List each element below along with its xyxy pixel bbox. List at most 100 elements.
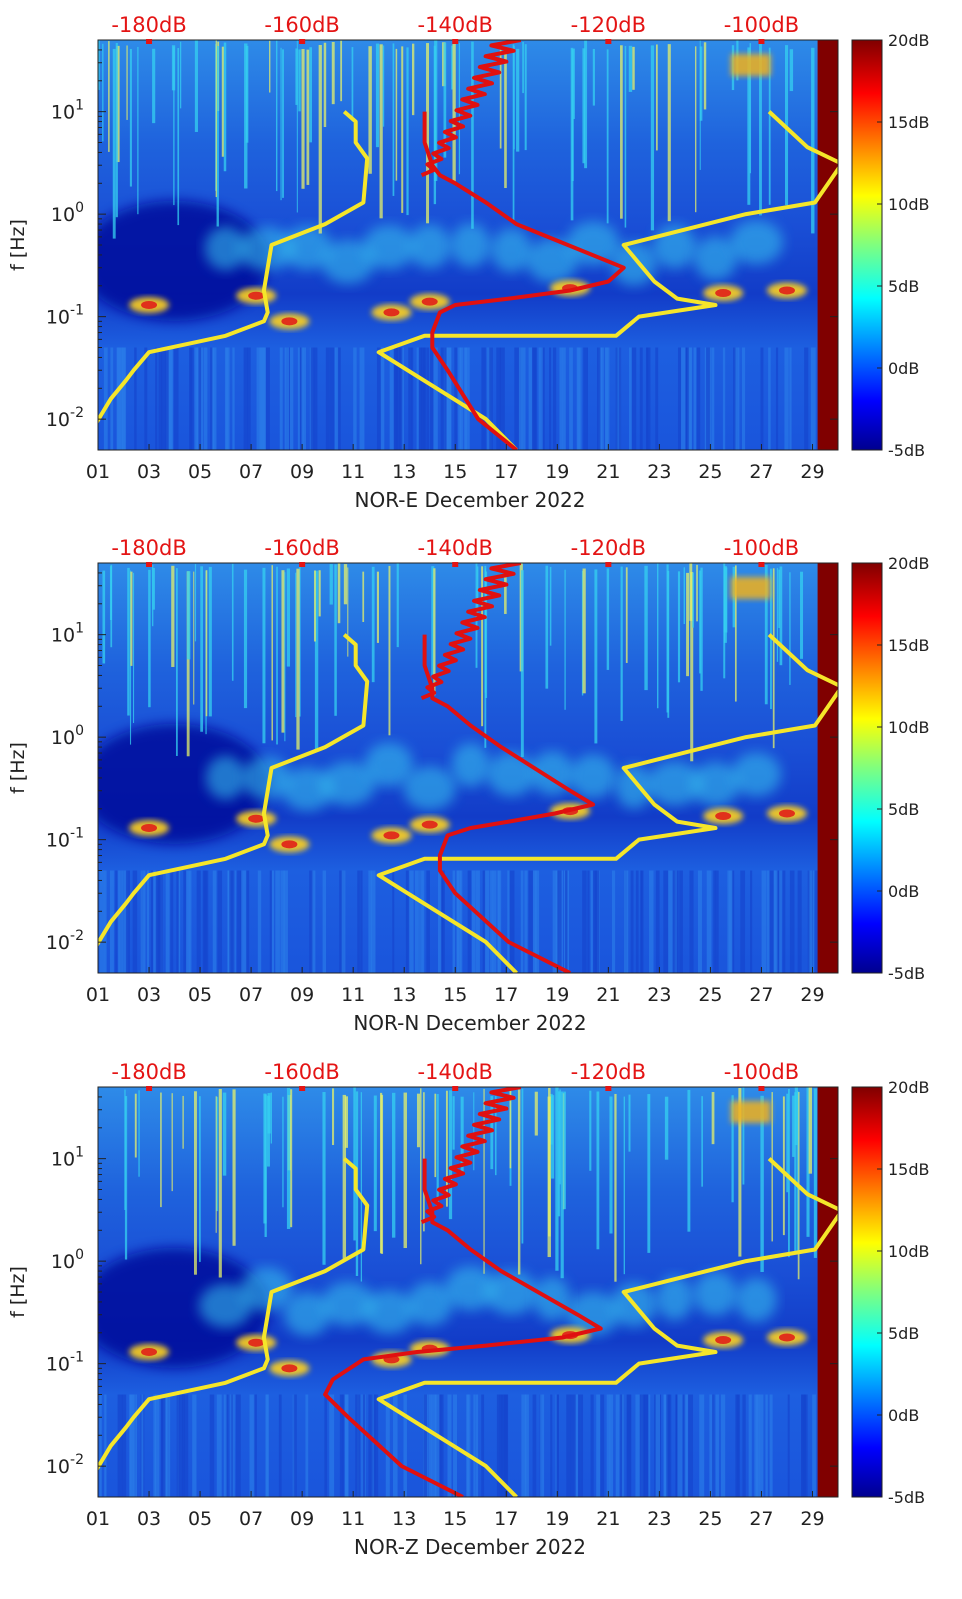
event-streak — [130, 571, 133, 666]
event-streak — [129, 48, 132, 187]
lowfreq-stripe — [310, 347, 315, 450]
lowfreq-stripe — [231, 870, 235, 973]
top-db-label: -180dB — [111, 13, 186, 37]
lowfreq-stripe — [635, 1394, 641, 1497]
lowfreq-stripe — [769, 870, 774, 973]
lowfreq-stripe — [499, 347, 505, 450]
lowfreq-stripe — [715, 870, 719, 973]
event-streak — [624, 45, 627, 228]
x-tick-label: 01 — [86, 461, 110, 483]
lowfreq-stripe — [237, 870, 241, 973]
lowfreq-stripe — [362, 1394, 366, 1497]
event-streak — [787, 1088, 790, 1258]
event-streak — [666, 564, 669, 713]
event-streak — [431, 566, 435, 676]
lowfreq-stripe — [532, 1394, 537, 1497]
x-axis-label: NOR-E December 2022 — [355, 488, 586, 512]
lowfreq-stripe — [99, 870, 105, 973]
lowfreq-stripe — [596, 347, 601, 450]
event-streak — [281, 570, 285, 733]
lowfreq-stripe — [481, 1394, 485, 1497]
event-streak — [811, 47, 815, 234]
top-db-tick — [758, 1086, 765, 1091]
event-streak — [193, 571, 195, 705]
lowfreq-stripe — [161, 347, 166, 450]
event-streak — [434, 40, 438, 181]
lowfreq-stripe — [631, 347, 637, 450]
lowfreq-stripe — [699, 1394, 705, 1497]
y-axis-label: f [Hz] — [7, 219, 29, 271]
lowfreq-stripe — [411, 347, 414, 450]
microseism-band — [444, 1266, 497, 1311]
lowfreq-stripe — [437, 870, 442, 973]
lowfreq-stripe — [765, 1394, 768, 1497]
lowfreq-stripe — [211, 347, 217, 450]
event-streak — [194, 40, 198, 132]
lowfreq-stripe — [496, 1394, 501, 1497]
microseism-band — [615, 764, 653, 809]
top-db-tick — [452, 562, 459, 567]
hf-anomaly — [730, 1101, 771, 1123]
lowfreq-stripe — [154, 1394, 160, 1497]
event-streak — [186, 571, 191, 660]
event-streak — [759, 42, 762, 216]
y-tick-label: 100 — [51, 1247, 84, 1273]
top-db-tick — [299, 562, 306, 567]
microseism-band — [363, 1289, 415, 1334]
lowfreq-stripe — [600, 347, 604, 450]
event-streak — [186, 571, 190, 757]
x-tick-label: 17 — [494, 1508, 518, 1530]
lowfreq-stripe — [497, 870, 502, 973]
lowfreq-stripe — [696, 347, 701, 450]
saturated-column — [817, 40, 838, 450]
heatmap-image — [98, 1087, 838, 1497]
lowfreq-stripe — [735, 347, 740, 450]
lowfreq-stripe — [324, 1394, 328, 1497]
event-streak — [124, 1089, 126, 1211]
lowfreq-stripe — [773, 870, 778, 973]
event-streak — [695, 46, 697, 213]
lowfreq-stripe — [440, 347, 444, 450]
event-streak — [231, 563, 234, 681]
lowfreq-stripe — [393, 1394, 398, 1497]
lowfreq-stripe — [194, 347, 199, 450]
lowfreq-stripe — [212, 870, 217, 973]
lowfreq-stripe — [639, 347, 643, 450]
lowfreq-stripe — [275, 870, 280, 973]
event-streak — [477, 566, 479, 618]
top-db-label: -160dB — [264, 13, 339, 37]
colorbar-label: 10dB — [888, 1242, 930, 1261]
x-tick-label: 17 — [494, 984, 518, 1006]
microseism-band — [570, 754, 617, 799]
x-tick-label: 05 — [188, 1508, 212, 1530]
event-streak — [102, 43, 104, 142]
event-streak — [182, 1095, 184, 1149]
lowfreq-stripe — [157, 870, 161, 973]
event-streak — [683, 567, 686, 625]
x-tick-label: 29 — [800, 1508, 824, 1530]
lowfreq-stripe — [499, 1394, 503, 1497]
top-db-tick — [605, 562, 612, 567]
event-streak — [779, 566, 783, 666]
lowfreq-stripe — [639, 1394, 645, 1497]
lowfreq-stripe — [396, 347, 402, 450]
lowfreq-stripe — [283, 870, 288, 973]
lowfreq-stripe — [604, 347, 609, 450]
lowfreq-stripe — [663, 870, 669, 973]
psd-curve-hf — [420, 1087, 522, 1225]
y-tick-label: 100 — [51, 723, 84, 749]
event-streak — [223, 42, 227, 172]
lowfreq-stripe — [697, 870, 702, 973]
x-tick-label: 29 — [800, 984, 824, 1006]
lowfreq-stripe — [655, 347, 659, 450]
lowfreq-stripe — [428, 1394, 432, 1497]
x-tick-label: 09 — [290, 1508, 314, 1530]
microseism-band — [240, 1267, 293, 1312]
lowfreq-stripe — [206, 870, 209, 973]
reference-curve — [376, 633, 838, 973]
lowfreq-stripe — [231, 1394, 235, 1497]
colorbar-label: 10dB — [888, 195, 930, 214]
lowfreq-stripe — [676, 870, 679, 973]
lowfreq-stripe — [122, 347, 127, 450]
x-tick-label: 27 — [749, 461, 773, 483]
